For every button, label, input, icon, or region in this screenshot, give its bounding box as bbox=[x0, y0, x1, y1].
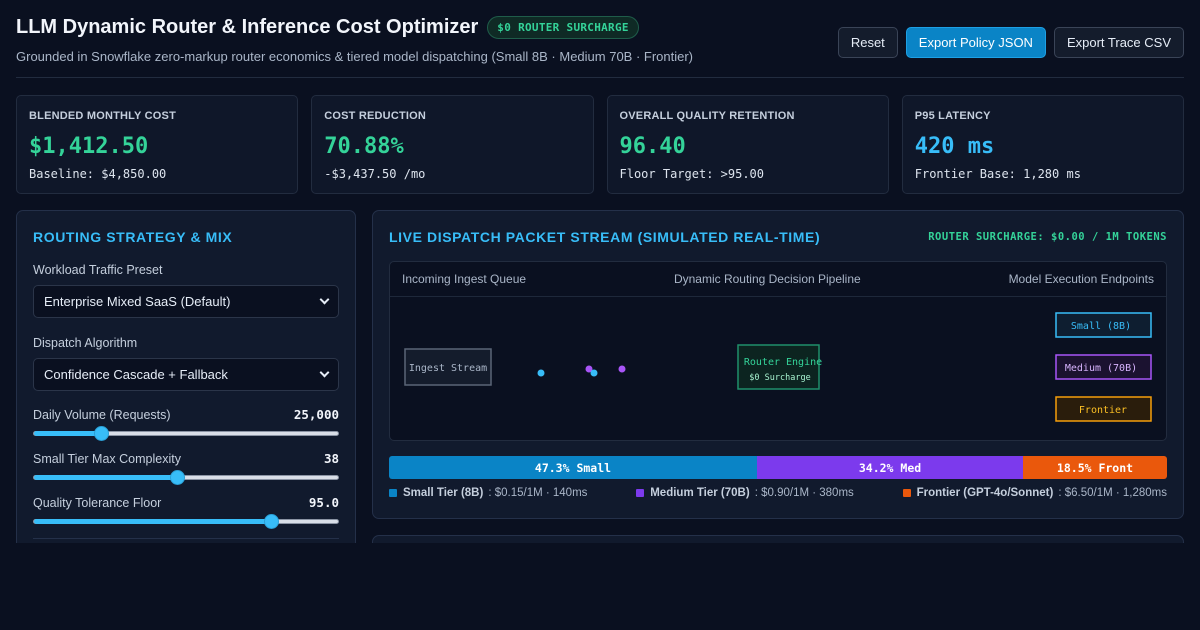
endpoint-label: Frontier bbox=[1079, 405, 1127, 416]
preset-label: Workload Traffic Preset bbox=[33, 263, 163, 277]
workload-preset-select[interactable]: Enterprise Mixed SaaS (Default) bbox=[33, 285, 339, 318]
quality-floor-control: Quality Tolerance Floor 95.0 bbox=[33, 495, 339, 529]
slider-thumb[interactable] bbox=[169, 470, 185, 485]
kpi-card-blended-cost: BLENDED MONTHLY COST $1,412.50 Baseline:… bbox=[16, 95, 299, 194]
page-subtitle: Grounded in Snowflake zero-markup router… bbox=[16, 49, 694, 64]
export-trace-csv-button[interactable]: Export Trace CSV bbox=[1053, 27, 1184, 58]
viewport-cutoff bbox=[0, 543, 1200, 630]
slider-value: 25,000 bbox=[293, 407, 339, 422]
reset-button[interactable]: Reset bbox=[837, 27, 898, 58]
packet-dot bbox=[585, 365, 593, 373]
endpoint-medium: Medium (70B) bbox=[1055, 354, 1152, 380]
kpi-value: 96.40 bbox=[619, 134, 686, 159]
slider-value: 38 bbox=[323, 451, 339, 466]
slider-label: Daily Volume (Requests) bbox=[33, 407, 171, 422]
kpi-label: OVERALL QUALITY RETENTION bbox=[619, 110, 795, 122]
chevron-down-icon bbox=[319, 294, 330, 305]
legend-swatch bbox=[636, 489, 645, 497]
legend-swatch bbox=[389, 489, 397, 497]
title-row: LLM Dynamic Router & Inference Cost Opti… bbox=[16, 16, 1184, 39]
col-ingest: Incoming Ingest Queue bbox=[402, 272, 527, 286]
kpi-sub: Floor Target: >95.00 bbox=[619, 167, 765, 181]
packet-stream-canvas: Incoming Ingest Queue Dynamic Routing De… bbox=[389, 261, 1167, 441]
algorithm-label: Dispatch Algorithm bbox=[33, 336, 138, 350]
small-tier-complexity-slider[interactable] bbox=[33, 470, 339, 485]
dispatch-stream-panel: LIVE DISPATCH PACKET STREAM (SIMULATED R… bbox=[372, 210, 1184, 519]
daily-volume-control: Daily Volume (Requests) 25,000 bbox=[33, 407, 339, 441]
router-surcharge-note: ROUTER SURCHARGE: $0.00 / 1M TOKENS bbox=[928, 231, 1167, 243]
kpi-card-quality-retention: OVERALL QUALITY RETENTION 96.40 Floor Ta… bbox=[606, 95, 889, 194]
kpi-label: BLENDED MONTHLY COST bbox=[29, 110, 177, 122]
packet-dot bbox=[537, 369, 545, 377]
legend-name: Small Tier (8B) bbox=[403, 487, 484, 499]
panel-title: LIVE DISPATCH PACKET STREAM (SIMULATED R… bbox=[389, 229, 821, 245]
ingest-stream-node: Ingest Stream bbox=[404, 348, 492, 386]
packet-dot bbox=[618, 365, 626, 373]
select-value: Confidence Cascade + Fallback bbox=[44, 367, 228, 382]
header-actions: Reset Export Policy JSON Export Trace CS… bbox=[837, 27, 1184, 58]
endpoint-label: Medium (70B) bbox=[1065, 363, 1137, 374]
kpi-row: BLENDED MONTHLY COST $1,412.50 Baseline:… bbox=[16, 95, 1184, 194]
router-engine-node: Router Engine $0 Surcharge bbox=[737, 344, 822, 390]
slider-thumb[interactable] bbox=[93, 426, 109, 441]
slider-thumb[interactable] bbox=[264, 514, 280, 529]
mix-segment-small: 47.3% Small bbox=[389, 456, 757, 479]
legend-name: Medium Tier (70B) bbox=[650, 487, 750, 499]
endpoint-label: Small (8B) bbox=[1071, 321, 1131, 332]
packet-dot bbox=[590, 369, 598, 377]
kpi-card-p95-latency: P95 LATENCY 420 ms Frontier Base: 1,280 … bbox=[901, 95, 1184, 194]
slider-label: Small Tier Max Complexity bbox=[33, 451, 181, 466]
endpoint-small: Small (8B) bbox=[1055, 312, 1152, 338]
page-title: LLM Dynamic Router & Inference Cost Opti… bbox=[16, 16, 479, 38]
mix-segment-frontier: 18.5% Front bbox=[1023, 456, 1167, 479]
legend-detail: : $6.50/1M · 1,280ms bbox=[1058, 487, 1167, 499]
endpoint-frontier: Frontier bbox=[1055, 396, 1152, 422]
chevron-down-icon bbox=[319, 367, 330, 378]
legend-small: Small Tier (8B) : $0.15/1M · 140ms bbox=[389, 487, 587, 499]
routing-strategy-panel: ROUTING STRATEGY & MIX Workload Traffic … bbox=[16, 210, 356, 570]
legend-swatch bbox=[902, 489, 911, 497]
legend-medium: Medium Tier (70B) : $0.90/1M · 380ms bbox=[636, 487, 854, 499]
export-policy-json-button[interactable]: Export Policy JSON bbox=[905, 27, 1046, 58]
traffic-mix-bar: 47.3% Small 34.2% Med 18.5% Front bbox=[389, 456, 1167, 479]
kpi-label: P95 LATENCY bbox=[914, 110, 991, 122]
slider-fill bbox=[34, 475, 177, 480]
kpi-value: 70.88% bbox=[324, 134, 404, 159]
kpi-value: 420 ms bbox=[914, 134, 995, 159]
stream-diagram: Ingest Stream Router Engine $0 Surcharge… bbox=[404, 312, 1152, 422]
kpi-card-cost-reduction: COST REDUCTION 70.88% -$3,437.50 /mo bbox=[311, 95, 594, 194]
stream-column-headers: Incoming Ingest Queue Dynamic Routing De… bbox=[390, 262, 1166, 297]
daily-volume-slider[interactable] bbox=[33, 426, 339, 441]
tier-legend: Small Tier (8B) : $0.15/1M · 140ms Mediu… bbox=[389, 487, 1167, 499]
slider-label: Quality Tolerance Floor bbox=[33, 495, 162, 510]
legend-detail: : $0.15/1M · 140ms bbox=[488, 487, 588, 499]
col-endpoints: Model Execution Endpoints bbox=[1008, 272, 1154, 286]
page-header: LLM Dynamic Router & Inference Cost Opti… bbox=[16, 16, 1184, 78]
panel-title: ROUTING STRATEGY & MIX bbox=[33, 229, 233, 245]
router-engine-label: Router Engine bbox=[744, 357, 822, 368]
kpi-sub: Frontier Base: 1,280 ms bbox=[914, 167, 1081, 181]
mix-segment-medium: 34.2% Med bbox=[756, 456, 1024, 479]
small-tier-complexity-control: Small Tier Max Complexity 38 bbox=[33, 451, 339, 485]
router-surcharge-label: $0 Surcharge bbox=[749, 373, 810, 383]
select-value: Enterprise Mixed SaaS (Default) bbox=[44, 294, 231, 309]
slider-fill bbox=[34, 431, 101, 436]
legend-detail: : $0.90/1M · 380ms bbox=[754, 487, 854, 499]
ingest-stream-label: Ingest Stream bbox=[409, 363, 487, 374]
kpi-sub: -$3,437.50 /mo bbox=[324, 167, 426, 181]
kpi-label: COST REDUCTION bbox=[324, 110, 427, 122]
divider bbox=[33, 538, 339, 539]
kpi-value: $1,412.50 bbox=[29, 134, 149, 159]
kpi-sub: Baseline: $4,850.00 bbox=[29, 167, 167, 181]
quality-floor-slider[interactable] bbox=[33, 514, 339, 529]
dispatch-algorithm-select[interactable]: Confidence Cascade + Fallback bbox=[33, 358, 339, 391]
slider-fill bbox=[34, 519, 272, 524]
col-pipeline: Dynamic Routing Decision Pipeline bbox=[673, 272, 861, 286]
surcharge-badge: $0 ROUTER SURCHARGE bbox=[487, 16, 639, 39]
slider-value: 95.0 bbox=[308, 495, 339, 510]
legend-name: Frontier (GPT-4o/Sonnet) bbox=[916, 487, 1054, 499]
legend-frontier: Frontier (GPT-4o/Sonnet) : $6.50/1M · 1,… bbox=[902, 487, 1167, 499]
